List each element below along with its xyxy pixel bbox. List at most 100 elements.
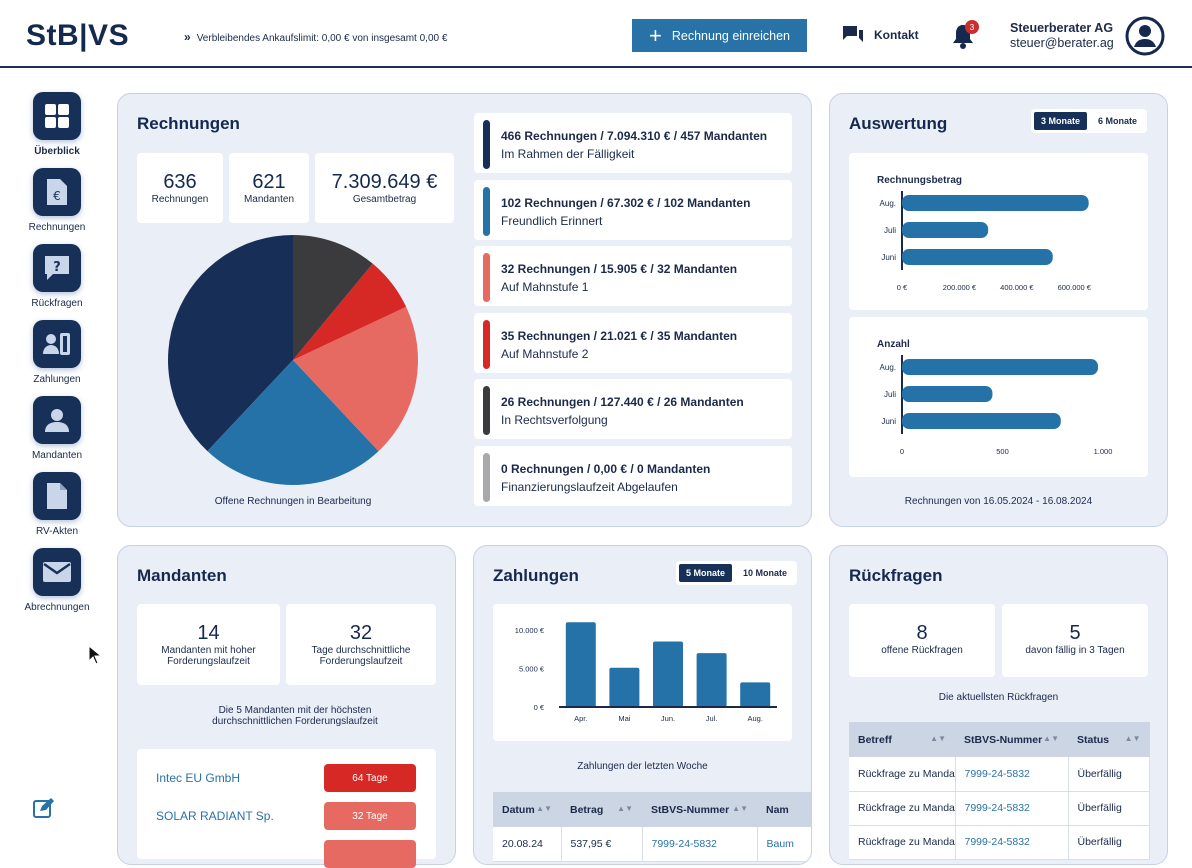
invoice-status-pie-chart [168,235,418,485]
anzahl-chart-card: Anzahl Aug. Juli Juni 0 500 1.000 [849,317,1148,477]
stat-value: 7.309.649 € [331,171,438,193]
sort-icon: ▲▼ [1124,733,1141,743]
chat-bubbles-icon [843,26,863,42]
cell-stbvs-number[interactable]: 7999-24-5832 [642,827,758,862]
zahlungen-caption: Zahlungen der letzten Woche [577,761,708,772]
rueckfragen-title: Rückfragen [849,566,943,585]
tick-label: 1.000 [1094,447,1113,456]
cell-subject: Rückfrage zu Mandant [849,757,956,792]
column-header[interactable]: Datum ▲▼ [493,792,561,827]
client-name[interactable]: SOLAR RADIANT Sp. [156,809,274,823]
column-header[interactable]: Betreff ▲▼ [849,722,955,757]
sidebar-item-mandanten[interactable]: Mandanten [20,396,94,461]
toggle-3-months[interactable]: 3 Monate [1034,112,1088,130]
tick-label: 400.000 € [1000,283,1034,292]
tick-label: 0 € [897,283,908,292]
client-name[interactable]: Intec EU GmbH [156,771,241,785]
legend-title: 102 Rechnungen / 67.302 € / 102 Mandante… [501,196,751,210]
stat-gesamtbetrag: 7.309.649 € Gesamtbetrag [315,153,454,223]
sidebar-item-rueckfragen[interactable]: ? Rückfragen [20,244,94,309]
bar [902,386,993,402]
logo[interactable]: StB|VS [26,19,130,52]
rechnungen-title: Rechnungen [137,114,240,133]
column-header[interactable]: StBVS-Nummer ▲▼ [955,722,1068,757]
column-header[interactable]: Betrag ▲▼ [561,792,642,827]
bar [902,249,1053,265]
legend-item[interactable]: 0 Rechnungen / 0,00 € / 0 Mandanten Finan… [474,446,792,506]
tick-label: 10.000 € [515,626,545,635]
pie-slice [293,306,418,452]
sort-icon: ▲▼ [617,803,633,813]
legend-subtitle: In Rechtsverfolgung [501,413,608,427]
column-header[interactable]: StBVS-Nummer ▲▼ [642,792,757,827]
cell-stbvs-number[interactable]: 7999-24-5832 [955,791,1069,826]
bar [696,653,727,707]
legend-item[interactable]: 102 Rechnungen / 67.302 € / 102 Mandante… [474,180,792,240]
person-icon [33,396,81,444]
bar [902,222,989,238]
legend-item[interactable]: 26 Rechnungen / 127.440 € / 26 Mandanten… [474,379,792,439]
notifications-button[interactable]: 3 [950,20,979,50]
invoice-euro-icon: € [33,168,81,216]
plus-icon: + [649,22,662,48]
category-label: Aug. [880,199,896,208]
sidebar-item-rv-akten[interactable]: RV-Akten [20,472,94,537]
table-row[interactable]: Rückfrage zu Mandant 7999-24-5832 Überfä… [849,825,1150,860]
stat-value: 8 [916,622,928,644]
legend-item[interactable]: 32 Rechnungen / 15.905 € / 32 Mandanten A… [474,246,792,306]
sidebar-label: Zahlungen [33,374,81,385]
stat-value: 14 [197,622,220,644]
cell-stbvs-number[interactable]: 7999-24-5832 [955,757,1069,792]
category-label: Apr. [574,714,587,723]
column-header[interactable]: Status ▲▼ [1068,722,1150,757]
category-label: Juni [881,417,896,426]
sidebar-item-ueberblick[interactable]: Überblick [20,92,94,157]
tick-label: 500 [996,447,1009,456]
edit-icon[interactable] [32,797,54,819]
legend-color [483,120,490,169]
toggle-6-months[interactable]: 6 Monate [1098,116,1138,126]
column-header[interactable]: Nam [757,792,811,827]
sidebar-item-zahlungen[interactable]: Zahlungen [20,320,94,385]
stat-label: Mandanten [243,194,295,205]
cell-stbvs-number[interactable]: 7999-24-5832 [955,825,1069,860]
sidebar-label: Rechnungen [28,222,86,233]
cell-status: Überfällig [1068,757,1150,792]
sidebar-item-rechnungen[interactable]: € Rechnungen [20,168,94,233]
cell-subject: Rückfrage zu Mandant [849,791,956,826]
cell-date: 20.08.24 [493,827,562,862]
cell-name[interactable]: Baum [757,827,811,862]
table-row[interactable]: 20.08.24 537,95 € 7999-24-5832 Baum [493,827,811,862]
submit-invoice-button[interactable]: + Rechnung einreichen [632,19,807,52]
table-row[interactable]: Rückfrage zu Mandant 7999-24-5832 Überfä… [849,757,1150,792]
table-row[interactable]: Rückfrage zu Mandant 7999-24-5832 Überfä… [849,791,1150,826]
stat-value: 636 [163,171,197,193]
toggle-10-months[interactable]: 10 Monate [743,568,788,578]
toggle-5-months[interactable]: 5 Monate [679,564,733,582]
mouse-cursor-icon [88,645,102,665]
legend-subtitle: Freundlich Erinnert [501,214,603,228]
zahlungen-range-toggle: 5 Monate 10 Monate [676,561,798,585]
grid-icon [33,92,81,140]
chevrons-right-icon: » [184,30,191,44]
legend-subtitle: Auf Mahnstufe 1 [501,280,589,294]
tick-label: 0 € [534,703,545,712]
legend-item[interactable]: 466 Rechnungen / 7.094.310 € / 457 Manda… [474,113,792,173]
chart-title: Rechnungsbetrag [877,175,962,186]
payment-card-icon [33,320,81,368]
submit-invoice-label: Rechnung einreichen [671,28,790,43]
sidebar-item-abrechnungen[interactable]: Abrechnungen [20,548,94,613]
legend-item[interactable]: 35 Rechnungen / 21.021 € / 35 Mandanten A… [474,313,792,373]
tick-label: 600.000 € [1058,283,1092,292]
question-bubble-icon: ? [33,244,81,292]
stat-label: Tage durchschnittliche Forderungslaufzei… [311,645,411,667]
sidebar-label: Abrechnungen [24,602,90,613]
legend-title: 26 Rechnungen / 127.440 € / 26 Mandanten [501,395,744,409]
user-avatar-icon[interactable] [1125,16,1165,56]
stat-label: Gesamtbetrag [352,194,417,205]
legend-color [483,187,490,236]
sort-icon: ▲▼ [536,803,552,813]
contact-link[interactable]: Kontakt [842,24,919,46]
mandanten-title: Mandanten [137,566,227,585]
mandanten-subtitle: Die 5 Mandanten mit der höchsten durchsc… [212,705,378,727]
